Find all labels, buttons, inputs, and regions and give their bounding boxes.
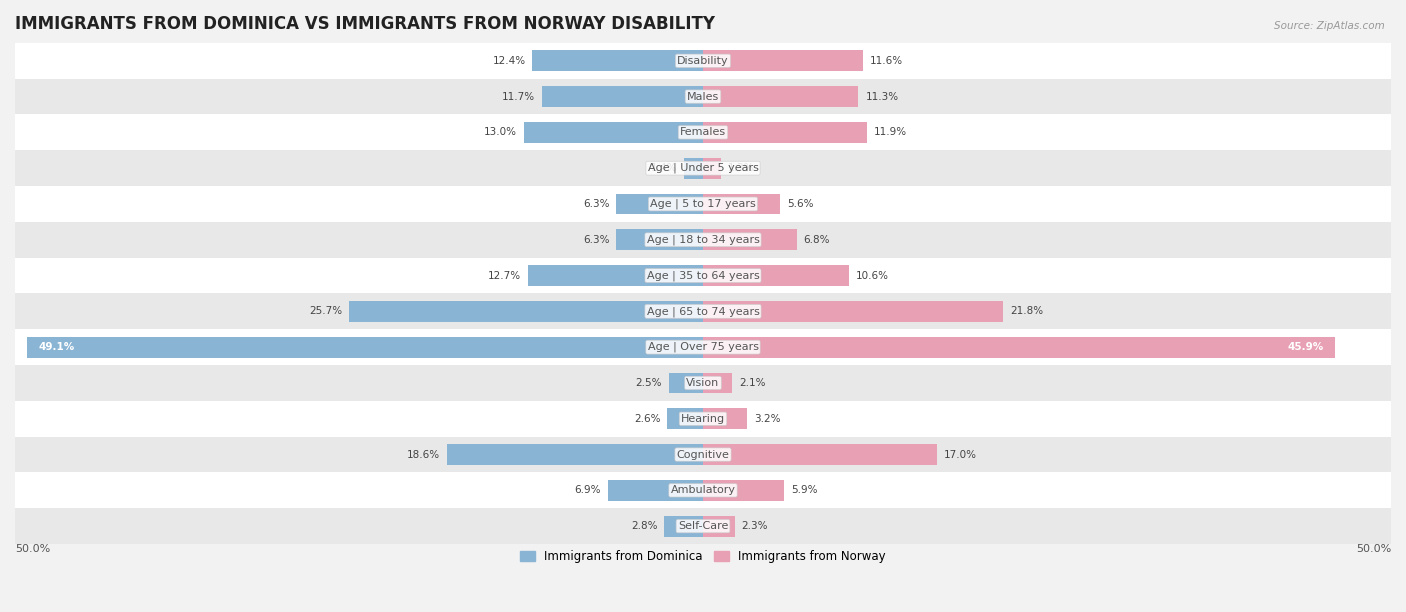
- Text: Source: ZipAtlas.com: Source: ZipAtlas.com: [1274, 21, 1385, 31]
- Text: Cognitive: Cognitive: [676, 450, 730, 460]
- Text: 5.9%: 5.9%: [792, 485, 817, 495]
- Bar: [15, 329, 1391, 365]
- Bar: [703, 337, 1334, 357]
- Bar: [703, 444, 936, 465]
- Text: Ambulatory: Ambulatory: [671, 485, 735, 495]
- Text: 6.3%: 6.3%: [583, 199, 609, 209]
- Bar: [703, 408, 747, 429]
- Bar: [703, 158, 721, 179]
- Bar: [529, 265, 703, 286]
- Text: 1.3%: 1.3%: [728, 163, 754, 173]
- Text: 6.9%: 6.9%: [575, 485, 602, 495]
- Text: 25.7%: 25.7%: [309, 307, 343, 316]
- Text: Age | 35 to 64 years: Age | 35 to 64 years: [647, 271, 759, 281]
- Bar: [703, 265, 849, 286]
- Text: 21.8%: 21.8%: [1010, 307, 1043, 316]
- Text: 11.9%: 11.9%: [873, 127, 907, 137]
- Text: Age | 5 to 17 years: Age | 5 to 17 years: [650, 199, 756, 209]
- Text: 2.8%: 2.8%: [631, 521, 658, 531]
- Bar: [15, 186, 1391, 222]
- Text: Age | 65 to 74 years: Age | 65 to 74 years: [647, 306, 759, 316]
- Text: 12.7%: 12.7%: [488, 271, 522, 280]
- Bar: [616, 230, 703, 250]
- Text: 11.6%: 11.6%: [869, 56, 903, 65]
- Text: 5.6%: 5.6%: [787, 199, 814, 209]
- Text: 2.6%: 2.6%: [634, 414, 661, 424]
- Legend: Immigrants from Dominica, Immigrants from Norway: Immigrants from Dominica, Immigrants fro…: [516, 546, 890, 568]
- Text: 2.3%: 2.3%: [741, 521, 768, 531]
- Text: 2.1%: 2.1%: [738, 378, 765, 388]
- Bar: [703, 86, 859, 107]
- Text: 3.2%: 3.2%: [754, 414, 780, 424]
- Text: 49.1%: 49.1%: [38, 342, 75, 352]
- Text: Males: Males: [688, 92, 718, 102]
- Bar: [15, 294, 1391, 329]
- Bar: [15, 258, 1391, 294]
- Text: 11.7%: 11.7%: [502, 92, 536, 102]
- Text: 2.5%: 2.5%: [636, 378, 662, 388]
- Bar: [669, 373, 703, 394]
- Text: 17.0%: 17.0%: [943, 450, 977, 460]
- Bar: [15, 151, 1391, 186]
- Text: Females: Females: [681, 127, 725, 137]
- Bar: [541, 86, 703, 107]
- Bar: [15, 401, 1391, 436]
- Text: Vision: Vision: [686, 378, 720, 388]
- Text: Age | 18 to 34 years: Age | 18 to 34 years: [647, 234, 759, 245]
- Bar: [447, 444, 703, 465]
- Text: 6.3%: 6.3%: [583, 235, 609, 245]
- Text: Disability: Disability: [678, 56, 728, 65]
- Text: Hearing: Hearing: [681, 414, 725, 424]
- Bar: [27, 337, 703, 357]
- Bar: [533, 50, 703, 71]
- Bar: [349, 301, 703, 322]
- Text: 13.0%: 13.0%: [484, 127, 517, 137]
- Text: 1.4%: 1.4%: [651, 163, 676, 173]
- Text: 11.3%: 11.3%: [865, 92, 898, 102]
- Bar: [15, 222, 1391, 258]
- Bar: [524, 122, 703, 143]
- Text: 12.4%: 12.4%: [492, 56, 526, 65]
- Text: IMMIGRANTS FROM DOMINICA VS IMMIGRANTS FROM NORWAY DISABILITY: IMMIGRANTS FROM DOMINICA VS IMMIGRANTS F…: [15, 15, 716, 33]
- Bar: [703, 301, 1002, 322]
- Bar: [703, 516, 735, 537]
- Text: Self-Care: Self-Care: [678, 521, 728, 531]
- Text: 50.0%: 50.0%: [15, 544, 51, 554]
- Text: 50.0%: 50.0%: [1355, 544, 1391, 554]
- Text: 10.6%: 10.6%: [856, 271, 889, 280]
- Bar: [15, 508, 1391, 544]
- Bar: [703, 480, 785, 501]
- Text: Age | Over 75 years: Age | Over 75 years: [648, 342, 758, 353]
- Bar: [616, 193, 703, 214]
- Bar: [703, 373, 733, 394]
- Bar: [668, 408, 703, 429]
- Text: 6.8%: 6.8%: [803, 235, 830, 245]
- Text: Age | Under 5 years: Age | Under 5 years: [648, 163, 758, 173]
- Bar: [15, 365, 1391, 401]
- Bar: [15, 436, 1391, 472]
- Bar: [665, 516, 703, 537]
- Bar: [15, 79, 1391, 114]
- Text: 18.6%: 18.6%: [408, 450, 440, 460]
- Bar: [703, 122, 866, 143]
- Bar: [703, 193, 780, 214]
- Bar: [15, 472, 1391, 508]
- Bar: [703, 230, 797, 250]
- Bar: [607, 480, 703, 501]
- Bar: [15, 43, 1391, 79]
- Bar: [703, 50, 863, 71]
- Bar: [683, 158, 703, 179]
- Text: 45.9%: 45.9%: [1288, 342, 1323, 352]
- Bar: [15, 114, 1391, 151]
